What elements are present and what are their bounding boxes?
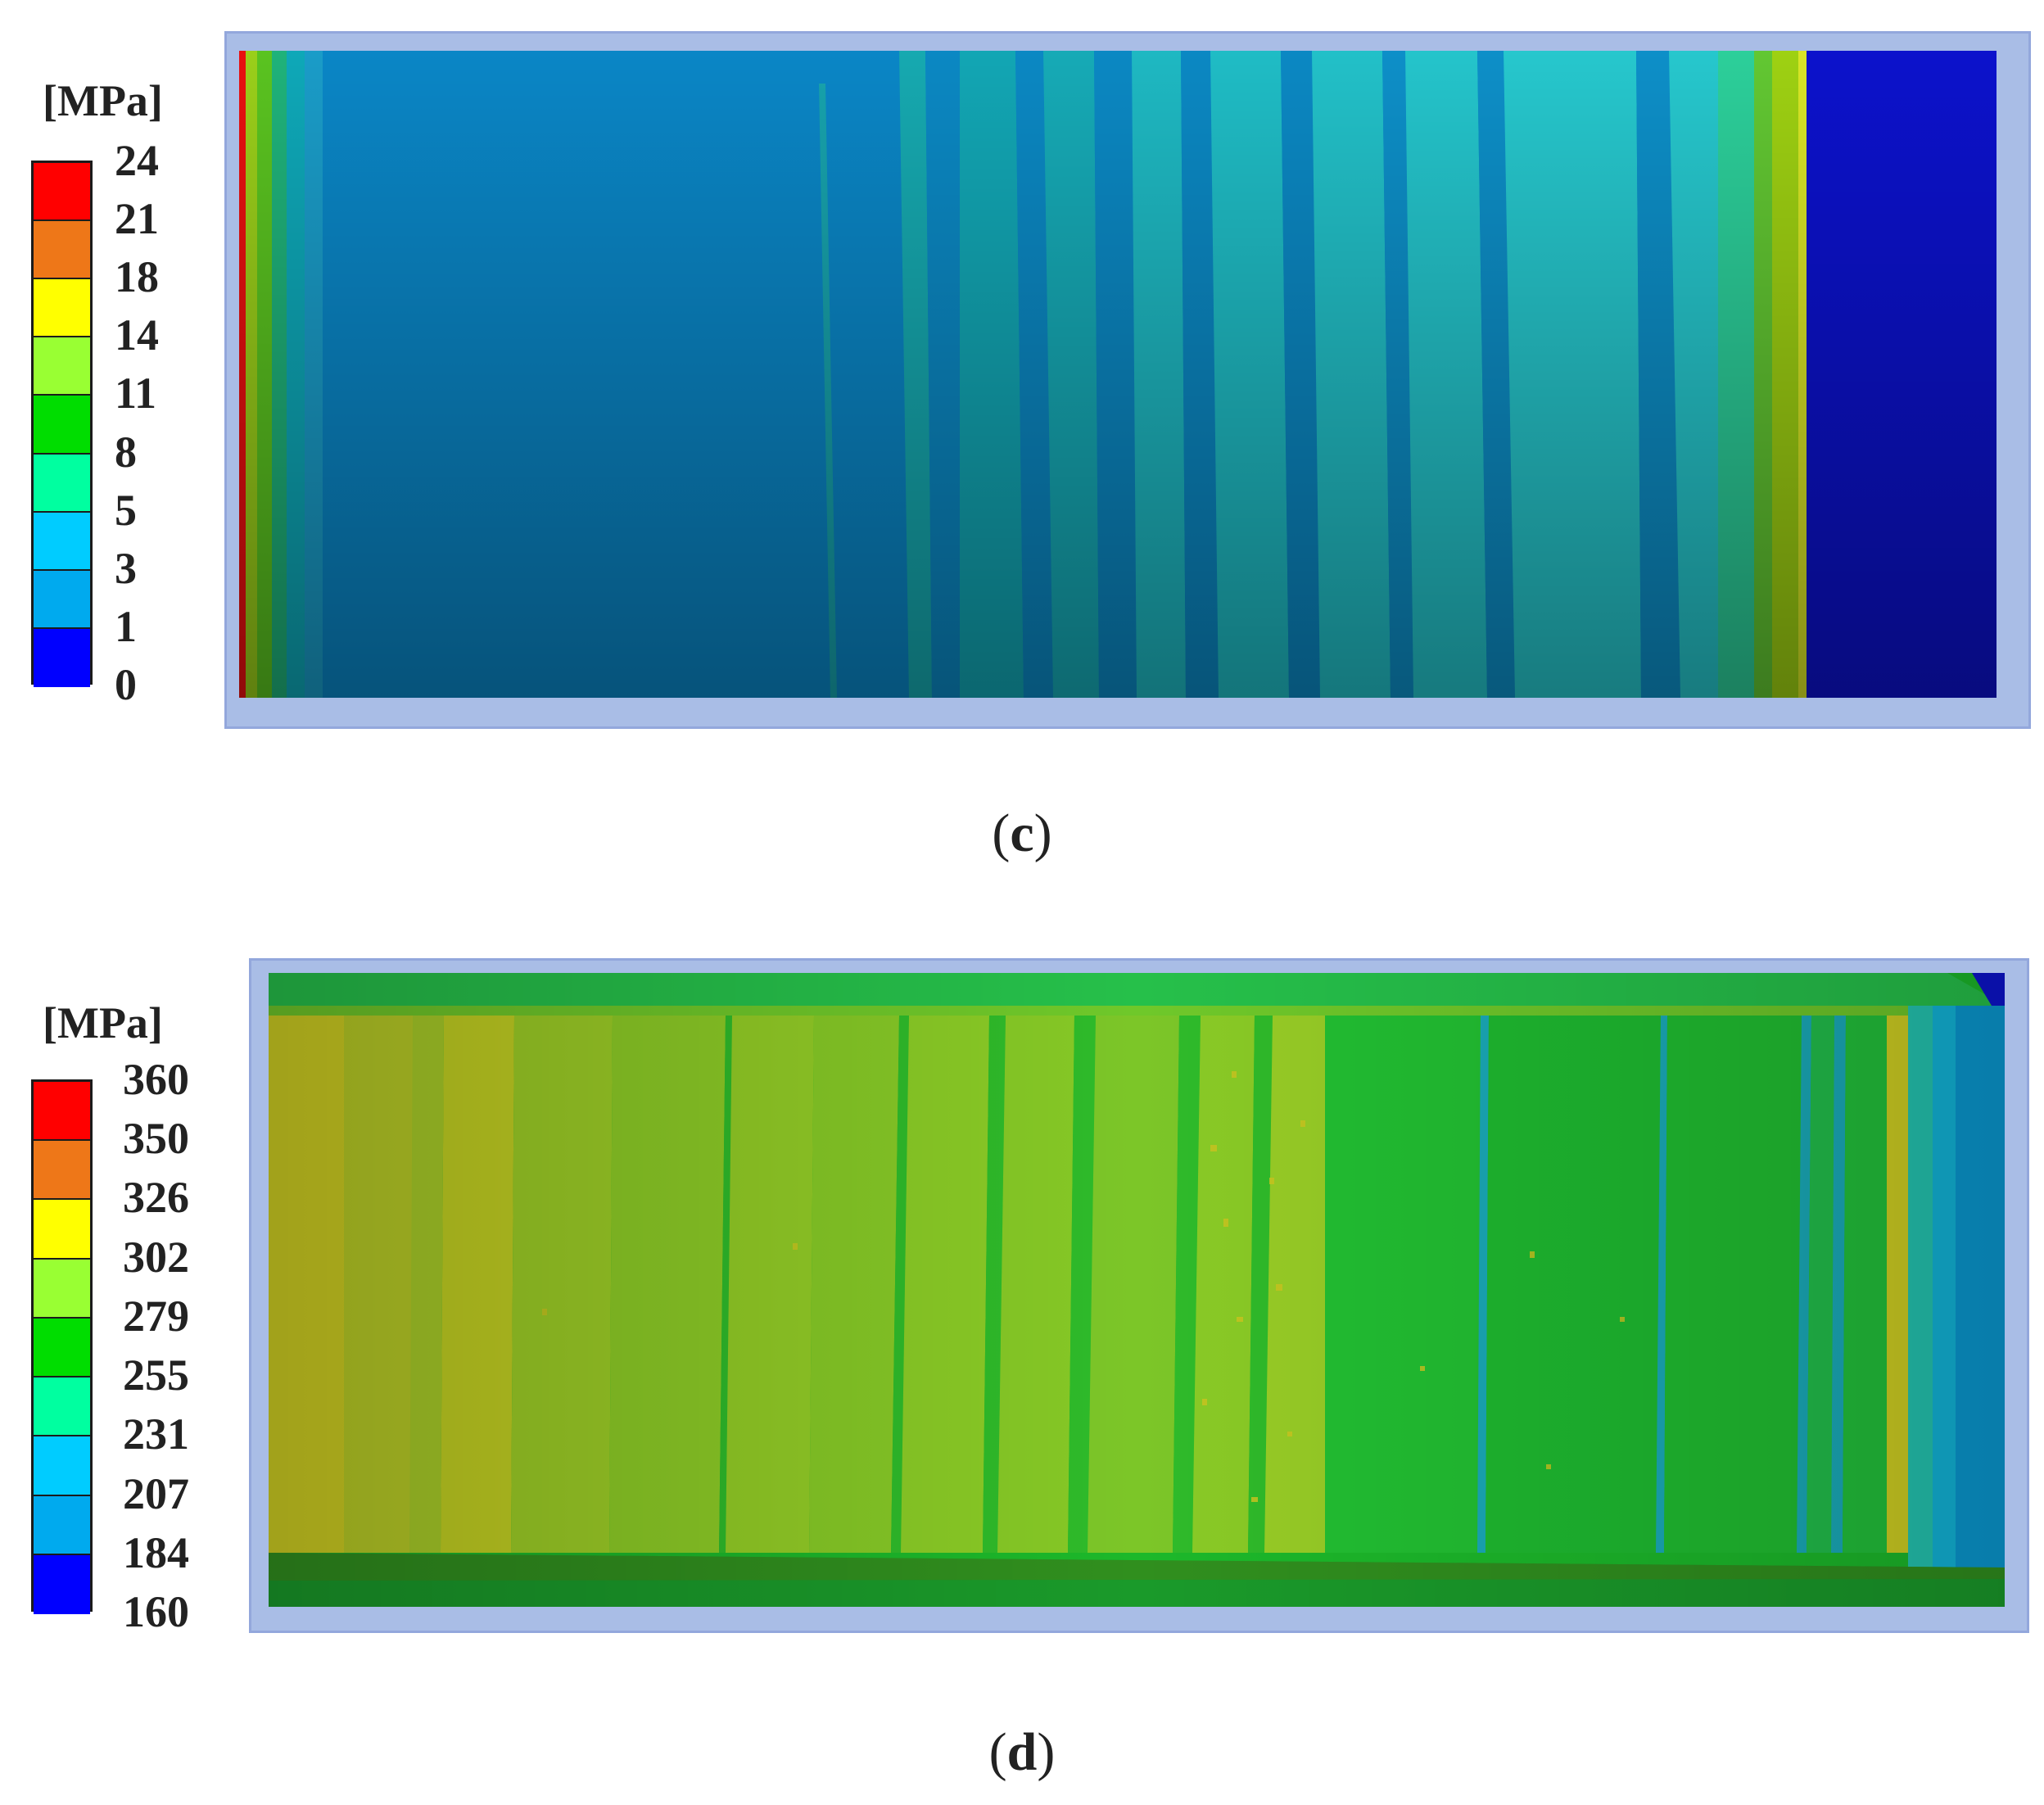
- legend-tick-label: 24: [115, 136, 159, 185]
- legend-tick-label: 350: [123, 1114, 189, 1164]
- legend-swatch: [34, 1141, 90, 1201]
- panel-d-unit-label: [MPa]: [43, 998, 163, 1047]
- legend-swatch: [34, 279, 90, 338]
- legend-swatch: [34, 512, 90, 571]
- panel-d-caption: (d): [988, 1722, 1056, 1782]
- legend-swatch: [34, 1495, 90, 1555]
- legend-swatch: [34, 1554, 90, 1614]
- legend-tick-label: 3: [115, 543, 137, 593]
- legend-tick-label: 184: [123, 1527, 189, 1577]
- legend-swatch: [34, 628, 90, 687]
- legend-swatch: [34, 1259, 90, 1319]
- legend-swatch: [34, 1378, 90, 1437]
- legend-swatch: [34, 221, 90, 280]
- legend-swatch: [34, 163, 90, 222]
- panel-d-color-legend: [31, 1079, 93, 1614]
- legend-tick-label: 302: [123, 1232, 189, 1282]
- legend-tick-label: 5: [115, 485, 137, 535]
- legend-tick-label: 8: [115, 427, 137, 477]
- panel-c-caption: (c): [992, 803, 1052, 863]
- legend-swatch: [34, 454, 90, 513]
- legend-tick-label: 231: [123, 1409, 189, 1459]
- panel-c-stress-contour: [239, 51, 1997, 698]
- legend-tick-label: 18: [115, 252, 159, 302]
- legend-tick-label: 11: [115, 369, 157, 418]
- legend-tick-label: 1: [115, 601, 137, 651]
- legend-tick-label: 14: [115, 310, 159, 360]
- legend-tick-label: 279: [123, 1291, 189, 1341]
- legend-tick-label: 360: [123, 1055, 189, 1104]
- legend-swatch: [34, 1436, 90, 1496]
- legend-swatch: [34, 570, 90, 629]
- legend-swatch: [34, 1082, 90, 1142]
- legend-tick-label: 207: [123, 1468, 189, 1518]
- legend-tick-label: 21: [115, 194, 159, 244]
- legend-swatch: [34, 1318, 90, 1378]
- legend-tick-label: 0: [115, 660, 137, 709]
- legend-swatch: [34, 396, 90, 455]
- legend-swatch: [34, 1200, 90, 1260]
- panel-c-unit-label: [MPa]: [43, 76, 163, 125]
- legend-swatch: [34, 337, 90, 396]
- panel-c-color-legend: [31, 161, 93, 687]
- legend-tick-label: 326: [123, 1173, 189, 1223]
- legend-tick-label: 255: [123, 1350, 189, 1400]
- legend-tick-label: 160: [123, 1587, 189, 1636]
- panel-d-stress-contour: [269, 973, 2005, 1607]
